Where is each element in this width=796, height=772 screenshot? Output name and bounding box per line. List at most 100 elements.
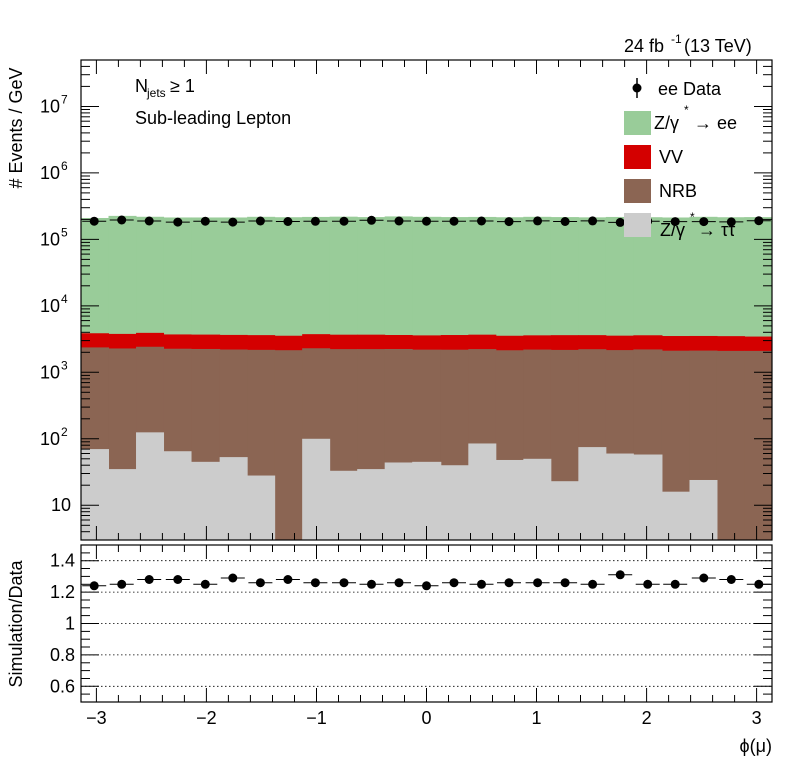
svg-text:10: 10: [51, 495, 71, 515]
y-tick-label: 10 6: [40, 159, 68, 183]
y-tick-label: 10: [51, 495, 71, 515]
legend-entry-vv: VV: [624, 145, 683, 169]
svg-text:→ ee: → ee: [694, 113, 737, 133]
legend-entry-zee: Z/γ * → ee: [624, 103, 737, 135]
svg-text:10: 10: [40, 163, 60, 183]
svg-text:VV: VV: [659, 147, 683, 167]
x-tick-label: 2: [642, 708, 652, 728]
data-point: [699, 217, 709, 227]
ratio-point: [144, 575, 154, 584]
stack-bar: [689, 479, 718, 540]
data-point: [670, 217, 680, 227]
data-point: [588, 216, 598, 226]
svg-text:NRB: NRB: [659, 181, 697, 201]
data-point: [449, 216, 459, 226]
ratio-point: [726, 575, 736, 584]
stack-bar: [136, 432, 165, 540]
legend-entry-data: ee Data: [632, 78, 722, 99]
ratio-point: [173, 575, 183, 584]
stack-bar: [191, 461, 221, 540]
x-tick-label: 1: [531, 708, 541, 728]
svg-text:→ ττ: → ττ: [698, 220, 735, 240]
stack-bar: [716, 350, 745, 540]
legend: ee Data Z/γ * → ee VV NRB Z/γ * → ττ: [624, 78, 737, 240]
stack-bar: [384, 462, 413, 540]
data-point: [144, 216, 154, 226]
luminosity-annotation: 24 fb -1 (13 TeV): [624, 32, 752, 56]
stack-bar: [329, 470, 358, 540]
ratio-point: [670, 579, 680, 589]
y-tick-label: 10 5: [40, 225, 68, 249]
y-tick-label: 10 7: [40, 93, 68, 117]
data-point: [117, 215, 127, 225]
svg-text:6: 6: [61, 159, 68, 173]
data-point: [228, 217, 238, 227]
ratio-point: [533, 578, 543, 588]
data-point: [283, 217, 293, 226]
stack-bar: [605, 453, 634, 540]
ratio-y-tick-label: 1.4: [50, 551, 75, 571]
svg-text:Z/γ: Z/γ: [654, 113, 679, 133]
x-tick-label: 0: [421, 708, 431, 728]
data-point: [255, 216, 265, 226]
stack-bar: [633, 454, 663, 540]
ratio-point: [310, 578, 320, 588]
stack-bar: [81, 449, 110, 540]
legend-entry-nrb: NRB: [624, 179, 697, 203]
data-point: [339, 216, 349, 226]
ratio-y-axis-title: Simulation/Data: [6, 559, 26, 687]
data-point: [200, 216, 210, 226]
svg-text:10: 10: [40, 296, 60, 316]
stack-bar: [468, 443, 497, 540]
svg-text:2: 2: [61, 425, 68, 439]
svg-text:10: 10: [40, 362, 60, 382]
ratio-y-tick-label: 1: [65, 614, 75, 634]
svg-text:*: *: [684, 103, 689, 117]
data-point: [310, 216, 320, 226]
ratio-point: [477, 579, 486, 589]
stack-bar: [274, 350, 303, 540]
stack-bar: [163, 451, 192, 540]
ratio-point: [339, 578, 349, 588]
ratio-point: [228, 573, 238, 583]
ratio-y-tick-label: 1.2: [50, 582, 75, 602]
y-tick-label: 10 3: [40, 358, 68, 382]
svg-text:-1: -1: [671, 32, 682, 46]
ratio-point: [643, 579, 653, 589]
svg-text:10: 10: [40, 229, 60, 249]
stack-bar: [302, 438, 331, 540]
ratio-plot-ticks: [81, 544, 772, 703]
ratio-point: [367, 579, 376, 589]
svg-text:10: 10: [40, 97, 60, 117]
y-tick-label: 10 2: [40, 425, 68, 449]
stack-bar: [440, 465, 469, 540]
ratio-point: [117, 579, 127, 589]
svg-text:ee Data: ee Data: [658, 79, 722, 99]
x-tick-labels: −3 −2 −1 0 1 2 3: [86, 708, 761, 728]
x-axis-title: ϕ(μ): [740, 736, 772, 756]
ratio-y-tick-labels: 0.6 0.8 1 1.2 1.4: [50, 551, 75, 697]
stack-bar: [495, 459, 524, 540]
data-point: [173, 217, 183, 227]
ratio-plot-panel: 0.6 0.8 1 1.2 1.4 −3 −2 −1 0 1 2 3 Simulation/Data…: [6, 544, 773, 756]
ratio-point: [504, 578, 514, 588]
x-tick-label: −3: [86, 708, 107, 728]
svg-text:4: 4: [61, 292, 68, 306]
svg-text:N: N: [135, 76, 148, 96]
ratio-point: [699, 573, 709, 583]
ratio-point: [560, 578, 570, 588]
stack-bar: [578, 447, 607, 540]
data-point: [367, 215, 376, 225]
stack-bar: [219, 457, 248, 540]
data-point: [89, 216, 99, 226]
ratio-points: [82, 570, 771, 591]
ratio-point: [754, 579, 764, 589]
data-point: [754, 216, 764, 226]
ratio-point: [200, 579, 210, 589]
ratio-point: [255, 578, 265, 588]
ratio-point: [394, 578, 404, 588]
ratio-point: [588, 579, 598, 589]
